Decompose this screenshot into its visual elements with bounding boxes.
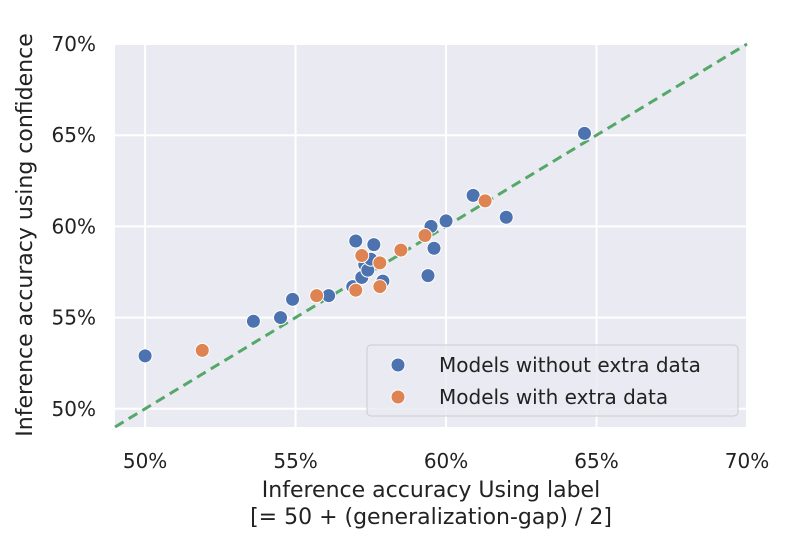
point-without-extra-data [137,348,153,364]
point-without-extra-data [245,313,261,329]
x-tick-labels: 50% 55% 60% 65% 70% [123,449,769,473]
legend-label-with-extra-data: Models with extra data [439,385,668,409]
x-axis-label-line2: [= 50 + (generalization-gap) / 2] [250,505,612,530]
point-with-extra-data [393,242,409,258]
point-without-extra-data [348,233,364,249]
point-without-extra-data [366,237,382,253]
data-points [137,125,592,364]
y-tick-labels: 50% 55% 60% 65% 70% [52,32,96,421]
y-axis-label: Inference accuracy using confidence [13,33,38,436]
y-tick-label: 55% [52,306,96,330]
point-without-extra-data [426,240,442,256]
x-tick-label: 70% [725,449,769,473]
x-axis-label-line1: Inference accuracy Using label [262,478,600,503]
point-without-extra-data [285,291,301,307]
legend-marker-with-extra-data [390,389,406,405]
point-without-extra-data [420,268,436,284]
point-with-extra-data [194,342,210,358]
point-without-extra-data [273,310,289,326]
point-with-extra-data [354,248,370,264]
x-tick-label: 60% [424,449,468,473]
y-tick-label: 60% [52,214,96,238]
legend: Models without extra data Models with ex… [366,344,739,417]
y-tick-label: 65% [52,123,96,147]
legend-marker-without-extra-data [390,357,406,373]
x-tick-label: 55% [273,449,317,473]
point-with-extra-data [372,255,388,271]
point-with-extra-data [309,288,325,304]
point-without-extra-data [576,125,592,141]
y-tick-label: 50% [52,397,96,421]
point-with-extra-data [417,228,433,243]
point-without-extra-data [498,209,514,225]
point-without-extra-data [438,213,454,229]
x-tick-label: 65% [574,449,618,473]
x-tick-label: 50% [123,449,167,473]
legend-box [366,344,739,417]
point-with-extra-data [372,279,388,295]
y-tick-label: 70% [52,32,96,56]
point-with-extra-data [348,282,364,298]
point-with-extra-data [477,193,493,209]
legend-label-without-extra-data: Models without extra data [439,353,701,377]
